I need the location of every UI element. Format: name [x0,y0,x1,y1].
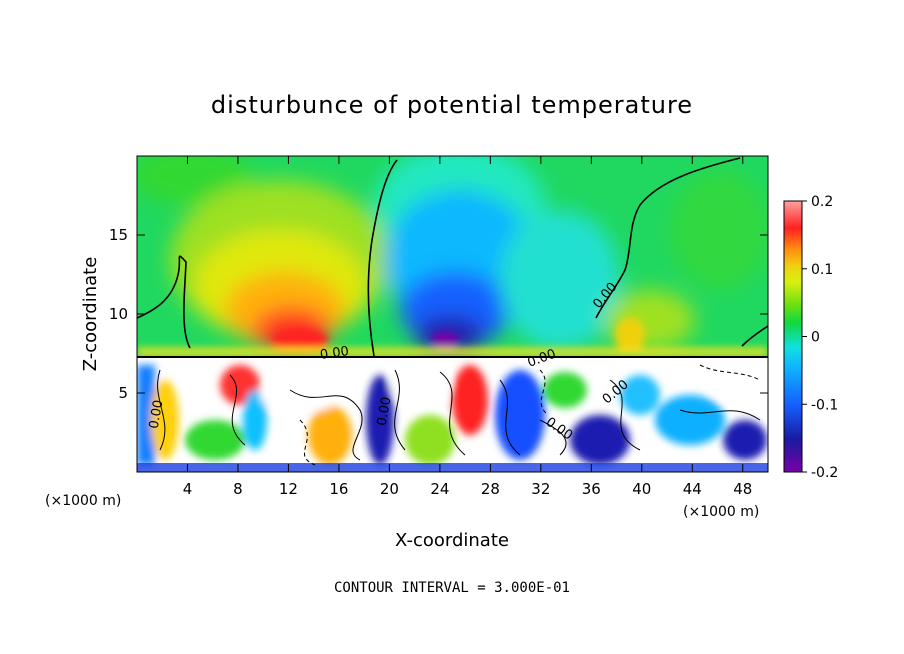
x-tick-label: 4 [183,480,193,498]
contour-field [137,156,768,472]
upper-field-detail [137,317,768,356]
y-tick-label: 5 [118,384,128,402]
x-axis-ticks: 4 8 12 16 20 24 28 32 36 40 44 48 [183,156,752,498]
colorbar-tick-label: -0.2 [811,465,838,481]
colorbar-ticks: 0.2 0.1 0 -0.1 -0.2 [802,194,838,481]
y-tick-label: 10 [109,305,128,323]
x-axis-title: X-coordinate [395,530,509,551]
colorbar-tick-label: 0 [811,330,820,346]
contour-label: 0.00 [147,399,167,430]
colorbar [783,200,803,473]
x-tick-label: 28 [481,480,500,498]
x-tick-label: 16 [329,480,348,498]
lower-contours [157,364,761,466]
y-axis-ticks: 5 10 15 [109,226,768,402]
x-tick-label: 12 [279,480,298,498]
x-tick-label: 40 [632,480,651,498]
contour-zero-right [595,157,741,319]
colorbar-tick-label: -0.1 [811,397,838,413]
chart-title: disturbunce of potential temperature [211,91,693,119]
contour-zero-mid [367,159,398,357]
x-tick-label: 32 [531,480,550,498]
x-tick-label: 20 [380,480,399,498]
contour-interval-note: CONTOUR INTERVAL = 3.000E-01 [334,580,570,596]
colorbar-tick-label: 0.1 [811,262,833,278]
contour-zero-left [137,255,191,349]
x-tick-label: 36 [582,480,601,498]
y-tick-label: 15 [109,226,128,244]
x-tick-label: 48 [733,480,752,498]
x-tick-label: 8 [233,480,243,498]
colorbar-tick-label: 0.2 [811,194,833,210]
y-axis-title: Z-coordinate [80,257,101,372]
y-axis-unit: (×1000 m) [683,504,759,520]
x-tick-label: 24 [430,480,449,498]
x-axis-unit: (×1000 m) [45,493,121,509]
contour-zero-edge [741,325,768,347]
contour-lines [137,157,768,358]
x-tick-label: 44 [683,480,702,498]
contour-label: 0.00 [319,344,350,363]
contour-label: 0.00 [375,396,395,427]
